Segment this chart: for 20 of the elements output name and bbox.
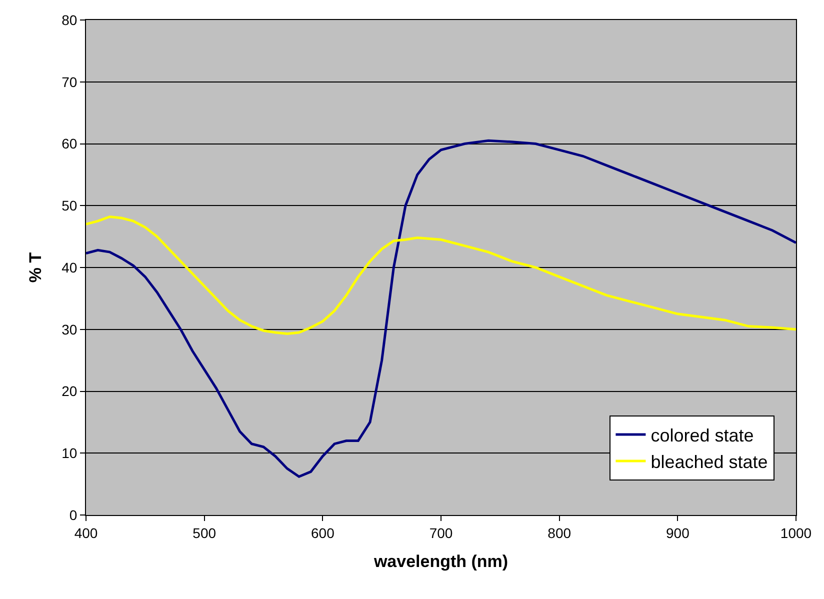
y-tick-label: 40: [62, 259, 78, 276]
y-tick-label: 80: [62, 12, 78, 28]
x-tick-label: 400: [74, 524, 98, 541]
x-tick-label: 700: [429, 524, 453, 541]
legend-label: bleached state: [650, 452, 768, 472]
y-tick-label: 20: [62, 383, 78, 400]
y-tick-label: 60: [62, 136, 78, 152]
y-tick-label: 50: [62, 198, 78, 214]
x-tick-label: 500: [192, 524, 216, 541]
y-tick-label: 0: [69, 506, 78, 523]
x-tick-label: 1000: [780, 524, 812, 541]
y-axis-title: % T: [26, 252, 46, 283]
x-tick-label: 800: [548, 524, 572, 541]
legend-label: colored state: [650, 426, 754, 446]
y-tick-label: 10: [62, 445, 78, 462]
x-tick-label: 600: [310, 524, 335, 541]
y-tick-label: 30: [62, 321, 78, 338]
x-axis-title: wavelength (nm): [372, 552, 508, 572]
y-tick-label: 70: [62, 74, 78, 90]
x-tick-label: 900: [666, 524, 690, 541]
